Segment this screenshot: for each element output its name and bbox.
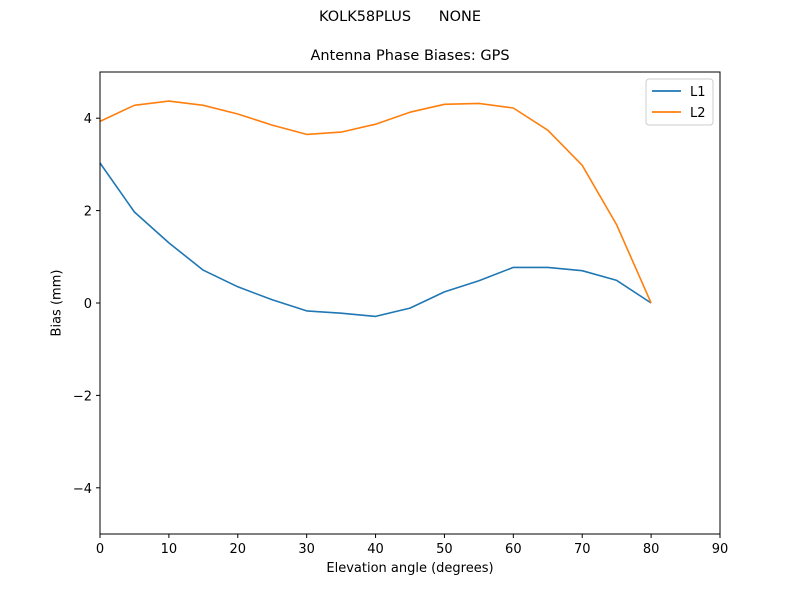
y-axis-ticks: −4 −2 0 2 4 xyxy=(73,112,100,497)
x-axis-label: Elevation angle (degrees) xyxy=(326,561,494,576)
data-series xyxy=(99,100,652,318)
x-tick-label: 70 xyxy=(574,542,591,557)
x-tick-label: 60 xyxy=(505,542,522,557)
y-tick-label: 4 xyxy=(84,112,92,127)
chart-title: Antenna Phase Biases: GPS xyxy=(310,48,510,64)
x-tick-label: 80 xyxy=(643,542,660,557)
series-line-l1 xyxy=(99,162,652,318)
axes-frame xyxy=(99,71,721,535)
legend-label-l2: L2 xyxy=(690,106,706,121)
figure-suptitle: KOLK58PLUS NONE xyxy=(318,9,481,25)
x-tick-label: 30 xyxy=(298,542,315,557)
y-tick-label: 2 xyxy=(84,205,92,220)
x-axis-ticks: 0 10 20 30 40 50 60 70 80 90 xyxy=(96,534,728,557)
y-tick-label: −4 xyxy=(73,482,92,497)
series-line-l2 xyxy=(99,100,652,304)
y-tick-label: 0 xyxy=(84,297,92,312)
x-tick-label: 50 xyxy=(436,542,453,557)
x-tick-label: 20 xyxy=(230,542,247,557)
x-tick-label: 90 xyxy=(712,542,729,557)
x-tick-label: 40 xyxy=(367,542,384,557)
legend-label-l1: L1 xyxy=(690,85,706,100)
y-tick-label: −2 xyxy=(73,389,92,404)
x-tick-label: 0 xyxy=(96,542,104,557)
x-tick-label: 10 xyxy=(161,542,178,557)
